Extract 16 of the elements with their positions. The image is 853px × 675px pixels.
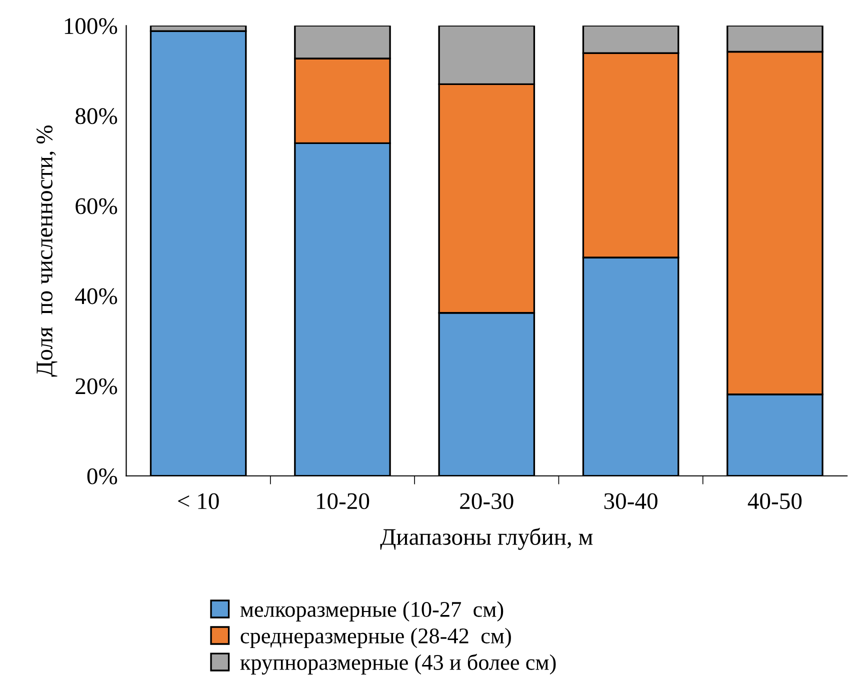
x-tick-label: 10-20 xyxy=(317,493,370,510)
x-tick-label: 20-30 xyxy=(460,493,514,510)
y-tick-label: 60% xyxy=(76,198,118,214)
y-tick-label: 80% xyxy=(76,108,118,124)
y-tick-label: 100% xyxy=(64,18,118,34)
y-tick-label: 0% xyxy=(87,468,118,484)
x-axis-title: Диапазоны глубин, м xyxy=(380,528,593,550)
legend-label: крупноразмерные (43 и более см) xyxy=(240,654,556,675)
y-axis-title: Доля по численности, % xyxy=(36,125,58,377)
y-tick-label: 20% xyxy=(76,378,118,394)
x-tick-label: < 10 xyxy=(178,493,219,510)
x-tick-label: 40-50 xyxy=(748,493,802,510)
y-tick-label: 40% xyxy=(75,288,118,304)
legend-label: среднеразмерные (28-42 см) xyxy=(240,628,511,648)
x-tick-label: 30-40 xyxy=(604,493,658,510)
legend-label: мелкоразмерные (10-27 см) xyxy=(240,601,504,622)
